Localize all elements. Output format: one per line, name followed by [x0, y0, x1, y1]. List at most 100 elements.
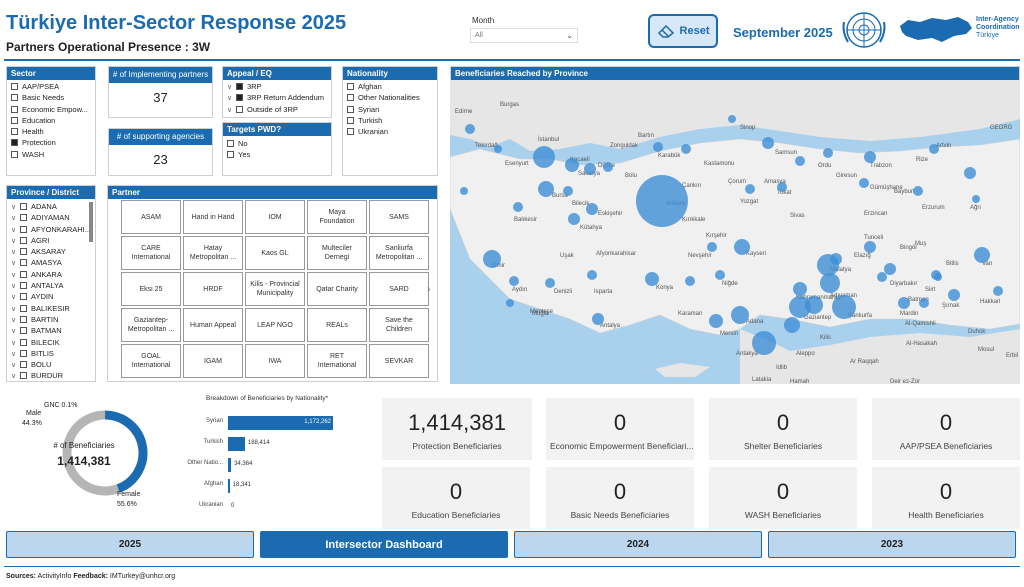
- province-bubble[interactable]: [777, 182, 787, 192]
- province-bubble[interactable]: [784, 317, 800, 333]
- province-bubble[interactable]: [859, 178, 869, 188]
- province-bubble[interactable]: [929, 144, 939, 154]
- province-bubble[interactable]: [864, 241, 876, 253]
- appeal-option[interactable]: ∨ Outside of 3RP: [223, 104, 331, 115]
- province-bubble[interactable]: [823, 148, 833, 158]
- chevron-down-icon[interactable]: ∨: [11, 373, 17, 381]
- province-bubble[interactable]: [752, 331, 776, 355]
- nav-button[interactable]: 2024: [514, 531, 762, 558]
- partner-tile[interactable]: SAMS: [369, 200, 429, 234]
- province-bubble[interactable]: [898, 297, 910, 309]
- province-option[interactable]: ∨ ANTALYA: [7, 280, 95, 291]
- male-arc[interactable]: [104, 410, 148, 493]
- checkbox[interactable]: [347, 83, 354, 90]
- province-bubble[interactable]: [545, 278, 555, 288]
- checkbox[interactable]: [20, 361, 27, 369]
- chevron-down-icon[interactable]: ∨: [11, 294, 17, 302]
- province-option[interactable]: ∨ AGRI: [7, 235, 95, 246]
- chevron-down-icon[interactable]: ∨: [11, 215, 17, 223]
- province-option[interactable]: ∨ BATMAN: [7, 325, 95, 336]
- checkbox[interactable]: [236, 94, 243, 102]
- nationality-option[interactable]: Other Nationalities: [343, 92, 437, 103]
- province-bubble[interactable]: [592, 313, 604, 325]
- province-bubble[interactable]: [533, 146, 555, 168]
- province-bubble[interactable]: [483, 250, 501, 268]
- chevron-down-icon[interactable]: ∨: [227, 95, 233, 103]
- province-option[interactable]: ∨ ADANA: [7, 201, 95, 212]
- chevron-down-icon[interactable]: ∨: [227, 84, 233, 91]
- checkbox[interactable]: [20, 248, 27, 256]
- province-bubble[interactable]: [934, 273, 942, 281]
- nav-button[interactable]: 2025: [6, 531, 254, 558]
- checkbox[interactable]: [347, 128, 354, 136]
- checkbox[interactable]: [20, 225, 27, 233]
- chevron-down-icon[interactable]: ∨: [11, 350, 17, 358]
- sector-option[interactable]: AAP/PSEA: [7, 81, 95, 92]
- province-bubble[interactable]: [793, 282, 807, 296]
- chevron-down-icon[interactable]: ∨: [11, 249, 17, 257]
- nav-button[interactable]: Intersector Dashboard: [260, 531, 508, 558]
- partner-tile[interactable]: Multeciler Dernegi: [307, 236, 367, 270]
- province-bubble[interactable]: [494, 145, 502, 153]
- province-option[interactable]: ∨ AKSARAY: [7, 246, 95, 257]
- province-bubble[interactable]: [506, 299, 514, 307]
- province-bubble[interactable]: [832, 295, 856, 319]
- province-bubble[interactable]: [587, 270, 597, 280]
- province-option[interactable]: ∨ BITLIS: [7, 348, 95, 359]
- partner-tile[interactable]: Kilis - Provincial Municipality: [245, 272, 305, 306]
- province-bubble[interactable]: [919, 298, 929, 308]
- chevron-down-icon[interactable]: ∨: [11, 260, 17, 268]
- checkbox[interactable]: [20, 372, 27, 380]
- province-bubble[interactable]: [565, 158, 579, 172]
- checkbox[interactable]: [227, 140, 234, 147]
- checkbox[interactable]: [11, 105, 18, 113]
- partner-tile[interactable]: Hand in Hand: [183, 200, 243, 234]
- province-option[interactable]: ∨ AFYONKARAHI...: [7, 224, 95, 235]
- province-bubble[interactable]: [734, 239, 750, 255]
- chevron-down-icon[interactable]: ∨: [227, 106, 233, 114]
- province-bubble[interactable]: [762, 137, 774, 149]
- checkbox[interactable]: [20, 270, 27, 278]
- checkbox[interactable]: [347, 105, 354, 113]
- checkbox[interactable]: [236, 83, 243, 90]
- province-bubble[interactable]: [993, 286, 1003, 296]
- checkbox[interactable]: [11, 94, 18, 102]
- partner-tile[interactable]: Sanliurfa Metropolitan ...: [369, 236, 429, 270]
- province-bubble[interactable]: [460, 187, 468, 195]
- province-option[interactable]: ∨ BARTIN: [7, 314, 95, 325]
- nationality-option[interactable]: Ukranian: [343, 126, 437, 137]
- chevron-down-icon[interactable]: ∨: [11, 204, 17, 211]
- chevron-down-icon[interactable]: ∨: [11, 362, 17, 370]
- province-option[interactable]: ∨ AYDIN: [7, 291, 95, 302]
- province-scrollbar[interactable]: [89, 202, 93, 242]
- province-option[interactable]: ∨ BALIKESIR: [7, 303, 95, 314]
- partner-tile[interactable]: REALs: [307, 308, 367, 342]
- partner-tile[interactable]: ASAM: [121, 200, 181, 234]
- province-bubble[interactable]: [586, 203, 598, 215]
- checkbox[interactable]: [20, 315, 27, 323]
- sector-option[interactable]: Health: [7, 126, 95, 137]
- province-bubble[interactable]: [864, 151, 876, 163]
- province-bubble[interactable]: [568, 213, 580, 225]
- partner-tile[interactable]: CARE International: [121, 236, 181, 270]
- checkbox[interactable]: [20, 236, 27, 244]
- checkbox[interactable]: [11, 150, 18, 158]
- province-list[interactable]: ∨ ADANA ∨ ADIYAMAN ∨ AFYONKARAHI... ∨ AGRI ∨ AKSA…: [7, 199, 95, 381]
- province-bubble[interactable]: [964, 167, 976, 179]
- partner-tile[interactable]: Eksi 25: [121, 272, 181, 306]
- checkbox[interactable]: [11, 128, 18, 136]
- province-bubble[interactable]: [513, 202, 523, 212]
- province-bubble[interactable]: [584, 163, 596, 175]
- nationality-option[interactable]: Afghan: [343, 81, 437, 92]
- chevron-down-icon[interactable]: ∨: [11, 237, 17, 245]
- province-bubble[interactable]: [731, 306, 749, 324]
- reset-button[interactable]: Reset: [648, 14, 718, 48]
- chevron-down-icon[interactable]: ∨: [11, 226, 17, 234]
- checkbox[interactable]: [11, 116, 18, 124]
- checkbox[interactable]: [20, 203, 27, 210]
- province-bubble[interactable]: [789, 296, 811, 318]
- sector-option[interactable]: Protection: [7, 137, 95, 148]
- chevron-down-icon[interactable]: ∨: [11, 316, 17, 324]
- map-canvas[interactable]: Burgas Edirne Tekirdağ İstanbul Kocaeli Zongu…: [450, 79, 1020, 384]
- checkbox[interactable]: [20, 259, 27, 267]
